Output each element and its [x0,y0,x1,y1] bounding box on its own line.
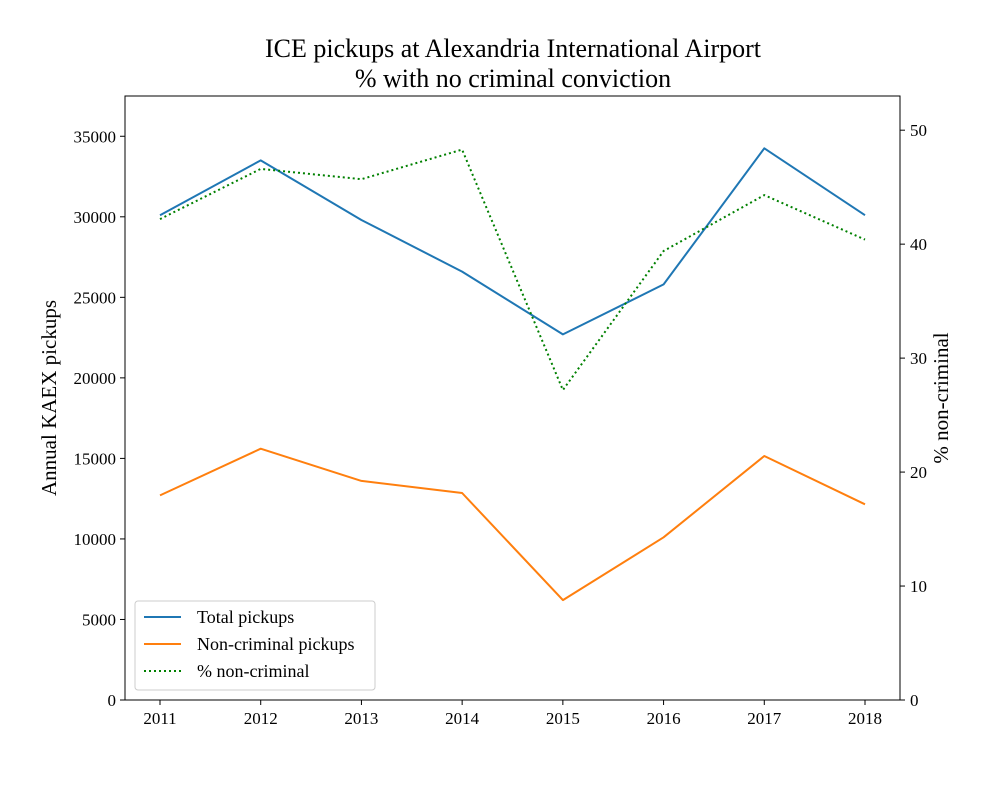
y-tick-label-left: 25000 [74,288,117,307]
series-line-non-criminal [159,148,866,391]
x-tick-label: 2013 [344,709,378,728]
y-tick-label-right: 10 [910,577,927,596]
y-tick-label-left: 0 [108,691,117,710]
plot-frame [124,95,901,701]
x-tick-label: 2017 [747,709,782,728]
legend: Total pickups Non-criminal pickups % non-c… [134,600,376,691]
y-axis-title-left: Annual KAEX pickups [37,300,61,496]
y-tick-label-left: 30000 [74,208,117,227]
x-tick-label: 2012 [244,709,278,728]
legend-box [134,600,376,691]
y-tick-label-right: 30 [910,349,927,368]
legend-label: Total pickups [197,607,294,627]
y-tick-label-right: 0 [910,691,919,710]
y-tick-label-right: 50 [910,121,927,140]
plot-area: 2011 2012 2013 2014 2015 2016 2017 201805000100… [74,95,927,728]
legend-label: Non-criminal pickups [197,634,354,654]
series-line-total-pickups [159,147,866,336]
y-tick-label-left: 10000 [74,530,117,549]
y-tick-label-left: 15000 [74,449,117,468]
x-tick-label: 2016 [647,709,681,728]
x-tick-label: 2011 [143,709,176,728]
y-tick-label-right: 40 [910,235,927,254]
chart-title: ICE pickups at Alexandria International … [265,34,762,63]
x-tick-label: 2018 [848,709,882,728]
x-tick-label: 2014 [445,709,480,728]
y-axis-title-right: % non-criminal [929,332,953,463]
x-tick-label: 2015 [546,709,580,728]
chart-subtitle: % with no criminal conviction [355,64,671,93]
y-tick-label-right: 20 [910,463,927,482]
y-tick-label-left: 20000 [74,369,117,388]
series-line-non-criminal-pickups [159,447,866,602]
legend-label: % non-criminal [197,661,309,681]
y-tick-label-left: 35000 [74,127,117,146]
y-tick-label-left: 5000 [82,610,116,629]
